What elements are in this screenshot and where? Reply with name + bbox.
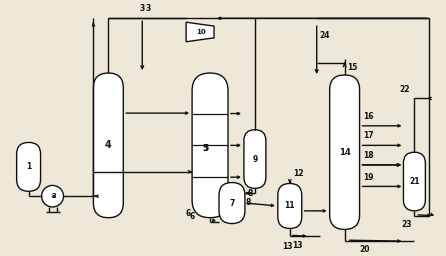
FancyBboxPatch shape [278, 184, 302, 228]
Text: 21: 21 [409, 177, 420, 186]
Text: 3: 3 [140, 4, 145, 13]
Text: 14: 14 [339, 148, 351, 157]
Text: 8: 8 [247, 189, 252, 198]
Text: 12: 12 [293, 169, 303, 178]
FancyBboxPatch shape [93, 73, 123, 218]
Text: 5: 5 [202, 144, 208, 153]
Text: 3: 3 [145, 4, 150, 13]
Text: 6: 6 [190, 212, 195, 221]
Text: 1: 1 [26, 162, 31, 171]
FancyBboxPatch shape [219, 183, 245, 223]
Text: 10: 10 [196, 29, 206, 35]
Text: 17: 17 [363, 132, 374, 141]
Text: 19: 19 [363, 173, 374, 182]
FancyBboxPatch shape [330, 75, 359, 229]
Text: 5: 5 [203, 144, 209, 153]
Text: 11: 11 [285, 201, 295, 210]
Text: 6: 6 [186, 209, 191, 218]
FancyBboxPatch shape [17, 142, 41, 191]
Text: 8: 8 [245, 198, 251, 207]
Text: 24: 24 [320, 31, 330, 40]
Text: 16: 16 [363, 112, 374, 121]
Text: 9: 9 [252, 155, 257, 164]
FancyBboxPatch shape [404, 152, 425, 211]
Text: 22: 22 [399, 84, 410, 93]
Polygon shape [186, 22, 214, 42]
Text: 15: 15 [347, 63, 358, 72]
FancyBboxPatch shape [244, 130, 266, 188]
Text: 7: 7 [229, 199, 235, 208]
Text: 20: 20 [359, 245, 370, 254]
Text: 23: 23 [401, 220, 412, 229]
FancyBboxPatch shape [192, 73, 228, 218]
Text: 4: 4 [105, 140, 112, 150]
Circle shape [41, 185, 63, 207]
Text: 13: 13 [292, 241, 302, 250]
Text: 18: 18 [363, 151, 374, 160]
Text: 13: 13 [283, 242, 293, 251]
Text: 2: 2 [51, 193, 56, 199]
